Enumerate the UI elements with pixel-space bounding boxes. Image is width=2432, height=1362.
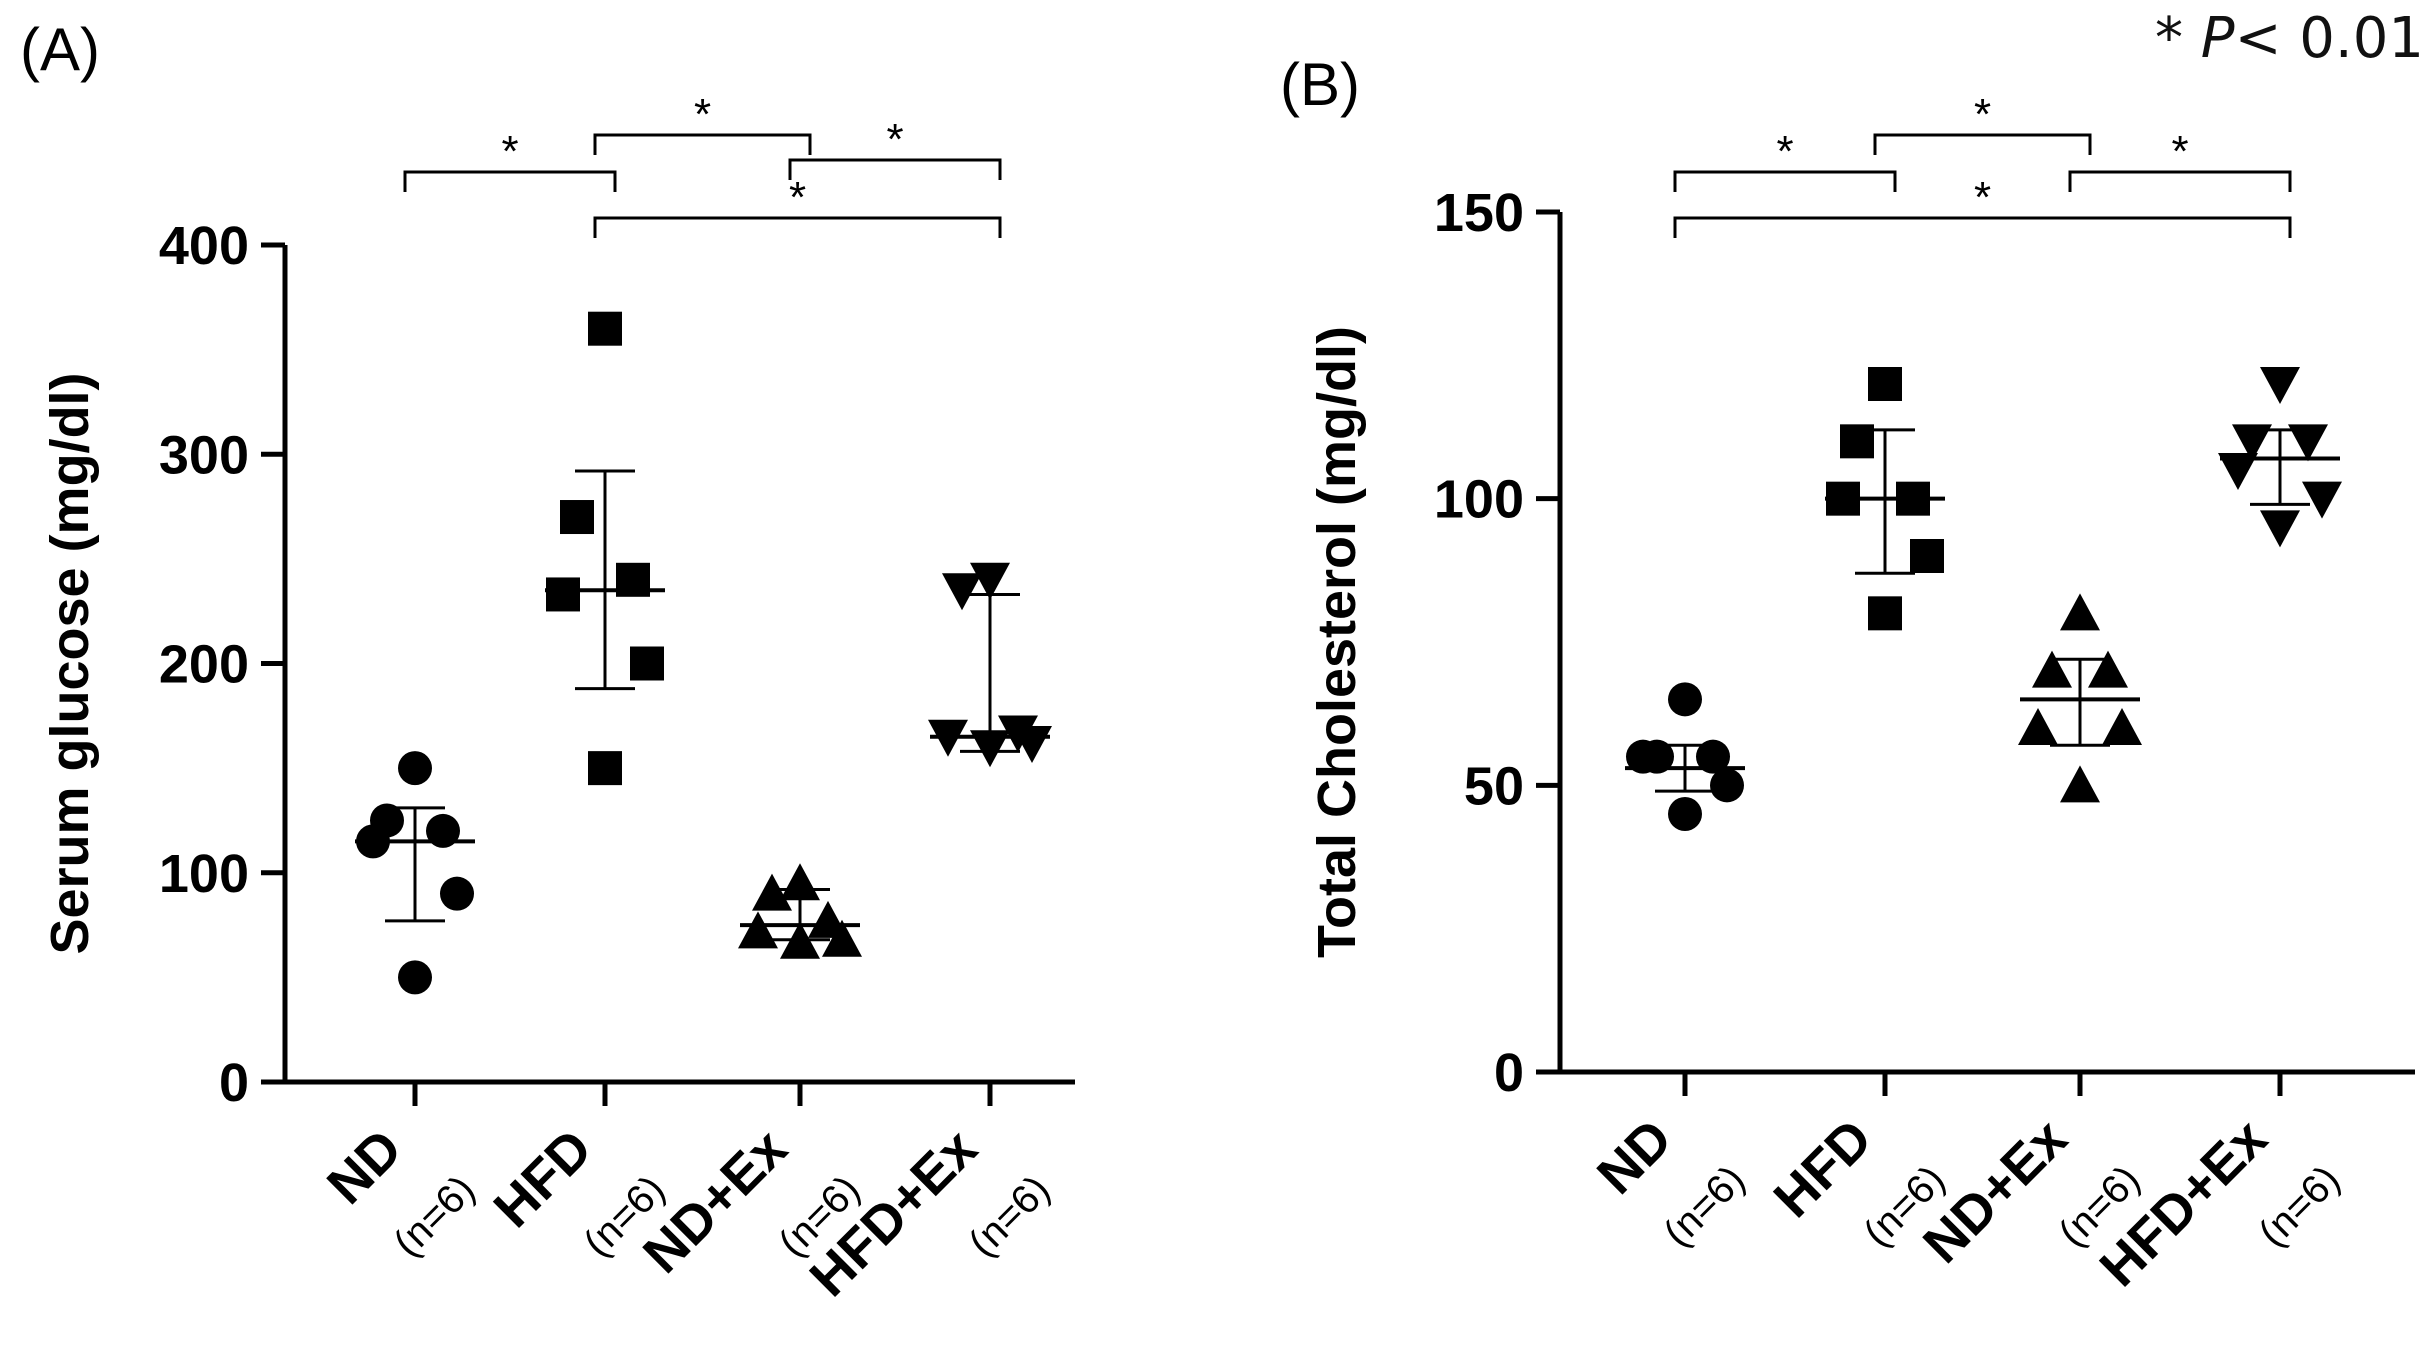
data-point <box>2260 510 2300 548</box>
data-point <box>1868 596 1902 631</box>
significance-p-label: P <box>2200 6 2235 71</box>
significance-bracket <box>1673 170 1897 192</box>
data-point <box>2102 708 2142 745</box>
data-point <box>822 919 862 957</box>
data-point <box>2218 453 2258 490</box>
data-point <box>2232 424 2272 462</box>
significance-star: * <box>1974 90 1991 139</box>
data-point <box>2032 650 2072 688</box>
data-point <box>560 500 594 535</box>
significance-bracket <box>593 216 1002 238</box>
y-tick-label: 300 <box>159 425 249 485</box>
data-point <box>1668 797 1702 831</box>
data-point <box>440 876 474 911</box>
x-tick-label: ND <box>316 1118 414 1216</box>
significance-star: * <box>886 115 903 164</box>
data-point <box>752 873 792 911</box>
panel-label: (A) <box>20 16 100 83</box>
data-point <box>1668 682 1702 717</box>
y-tick-label: 0 <box>1494 1043 1524 1103</box>
data-point <box>942 573 982 611</box>
data-point <box>738 911 778 949</box>
x-tick-label: HFD <box>483 1118 604 1239</box>
y-tick-label: 0 <box>219 1053 249 1113</box>
significance-symbol: * <box>2154 6 2183 71</box>
y-tick-label: 400 <box>159 216 249 276</box>
significance-bracket <box>788 158 1002 180</box>
x-tick-n-label: (n=6) <box>960 1167 1058 1265</box>
data-point <box>1626 739 1660 774</box>
data-point <box>2302 481 2342 519</box>
x-tick-n-label: (n=6) <box>2250 1157 2348 1255</box>
data-point <box>2060 593 2100 631</box>
significance-star: * <box>1776 127 1793 176</box>
panel-label: (B) <box>1280 51 1360 118</box>
data-point <box>2018 708 2058 745</box>
data-point <box>1868 367 1902 401</box>
significance-bracket <box>593 133 812 155</box>
significance-bracket <box>403 170 617 192</box>
significance-bracket <box>2068 170 2292 192</box>
data-point <box>970 562 1010 600</box>
data-point <box>398 960 432 995</box>
data-point <box>1910 539 1944 573</box>
data-point <box>546 577 580 612</box>
significance-star: * <box>2171 127 2188 176</box>
y-tick-label: 50 <box>1464 756 1524 816</box>
y-tick-label: 100 <box>159 844 249 904</box>
data-point <box>1710 768 1744 803</box>
data-point <box>1696 739 1730 774</box>
significance-threshold: < 0.01 <box>2234 6 2424 71</box>
significance-star: * <box>694 90 711 139</box>
data-point <box>2260 367 2300 404</box>
data-point <box>398 751 432 786</box>
y-tick-label: 200 <box>159 635 249 695</box>
data-point <box>588 311 622 346</box>
significance-bracket <box>1873 133 2092 155</box>
significance-star: * <box>789 173 806 222</box>
data-point <box>588 751 622 786</box>
x-tick-label: ND <box>1586 1108 1684 1206</box>
y-tick-label: 150 <box>1434 183 1524 243</box>
significance-star: * <box>501 127 518 176</box>
data-point <box>630 646 664 681</box>
y-tick-label: 100 <box>1434 470 1524 530</box>
significance-star: * <box>1974 173 1991 222</box>
data-point <box>2288 424 2328 462</box>
data-point <box>2060 765 2100 803</box>
y-axis-label: Serum glucose (mg/dl) <box>40 372 100 954</box>
data-point <box>2088 650 2128 688</box>
significance-note: * P< 0.01 <box>2155 6 2424 71</box>
x-tick-n-label: (n=6) <box>385 1167 483 1265</box>
x-tick-label: HFD <box>1763 1108 1884 1229</box>
y-axis-label: Total Cholesterol (mg/dl) <box>1307 326 1367 958</box>
x-tick-n-label: (n=6) <box>1655 1157 1753 1255</box>
significance-bracket <box>1673 216 2292 238</box>
